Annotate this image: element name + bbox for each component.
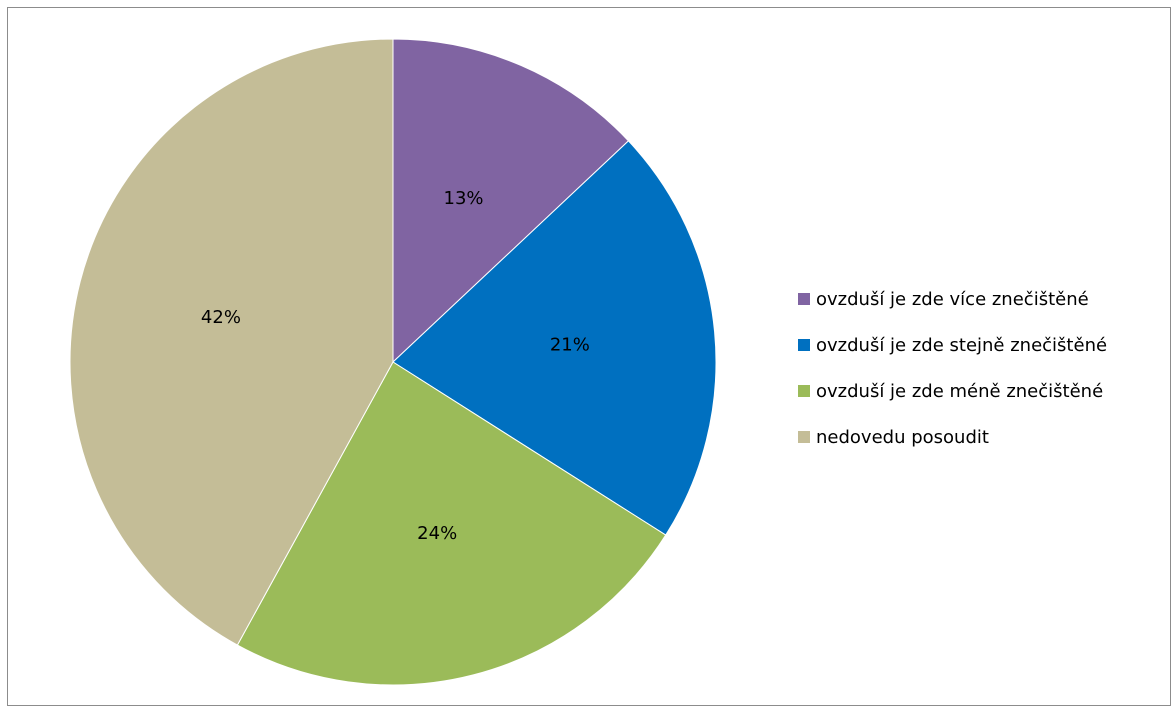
legend-swatch (798, 293, 810, 305)
pie-slice (392, 140, 717, 536)
pie-chart: 13% 21% 24% 42% (69, 38, 717, 686)
legend-item: ovzduší je zde více znečištěné (798, 288, 1107, 310)
chart-area: 13% 21% 24% 42% ovzduší je zde více znečišt… (7, 7, 1171, 706)
legend-swatch (798, 431, 810, 443)
pie-slice (392, 38, 630, 364)
slice-value-label: 24% (417, 523, 457, 544)
slice-value-label: 13% (444, 188, 484, 209)
legend-item: nedovedu posoudit (798, 426, 1107, 448)
legend-label: ovzduší je zde více znečištěné (816, 288, 1089, 310)
pie-slice (236, 361, 667, 686)
pie-slice (69, 38, 394, 646)
legend-label: ovzduší je zde méně znečištěné (816, 380, 1104, 402)
legend-item: ovzduší je zde stejně znečištěné (798, 334, 1107, 356)
slice-value-label: 42% (201, 307, 241, 328)
legend-label: ovzduší je zde stejně znečištěné (816, 334, 1108, 356)
slice-value-label: 21% (550, 334, 590, 355)
legend-swatch (798, 339, 810, 351)
legend: ovzduší je zde více znečištěné ovzduší j… (798, 288, 1107, 472)
legend-label: nedovedu posoudit (816, 426, 989, 448)
legend-item: ovzduší je zde méně znečištěné (798, 380, 1107, 402)
legend-swatch (798, 385, 810, 397)
